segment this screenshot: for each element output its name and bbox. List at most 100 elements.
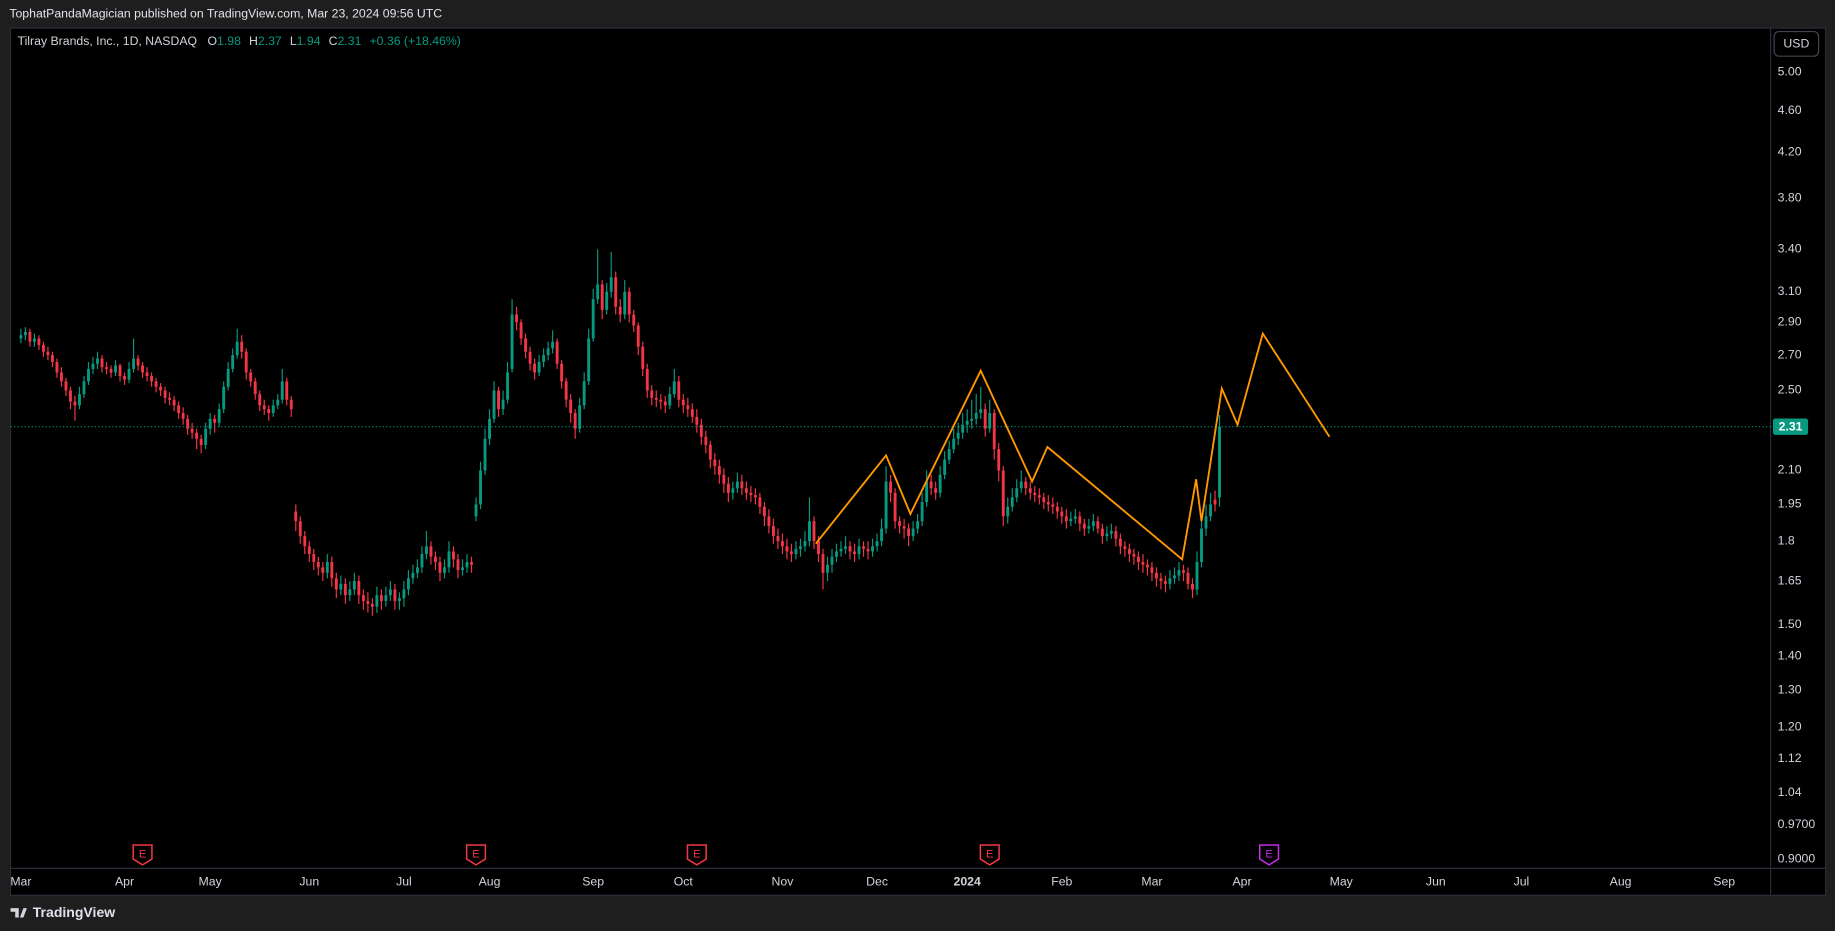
candle-body bbox=[190, 428, 194, 433]
candle-body bbox=[415, 567, 419, 573]
candle-body bbox=[979, 409, 983, 414]
candle-body bbox=[456, 559, 460, 571]
candle-body bbox=[591, 299, 595, 339]
candle-body bbox=[244, 351, 248, 373]
candle-body bbox=[1037, 495, 1041, 498]
candle-body bbox=[123, 376, 126, 380]
currency[interactable]: USD bbox=[1783, 37, 1809, 51]
candle-body bbox=[186, 418, 190, 429]
change: +0.36 (+18.46%) bbox=[369, 34, 460, 48]
y-tick-label: 2.10 bbox=[1778, 463, 1802, 477]
candle-body bbox=[1145, 564, 1149, 568]
x-tick-label: Aug bbox=[1610, 875, 1632, 889]
candle-body bbox=[28, 331, 32, 342]
candle-body bbox=[1191, 583, 1194, 590]
candle-body bbox=[375, 595, 379, 607]
candle-body bbox=[330, 562, 334, 579]
x-tick-label: Jun bbox=[1426, 875, 1446, 889]
candle-body bbox=[659, 399, 663, 402]
candle-body bbox=[902, 526, 906, 529]
candle-body bbox=[605, 291, 609, 310]
candle-body bbox=[280, 381, 284, 400]
y-tick-label: 1.8 bbox=[1778, 533, 1795, 547]
candle-body bbox=[1141, 562, 1145, 565]
candle-body bbox=[790, 551, 793, 555]
candle-body bbox=[893, 492, 897, 522]
candle-body bbox=[749, 492, 753, 496]
candle-body bbox=[916, 521, 920, 529]
candle-body bbox=[19, 335, 23, 339]
candle-body bbox=[154, 381, 158, 387]
candle-body bbox=[258, 394, 262, 406]
candle-body bbox=[920, 502, 924, 522]
candle-body bbox=[168, 397, 172, 400]
candle-body bbox=[289, 399, 293, 410]
candle-body bbox=[609, 277, 613, 292]
candle-body bbox=[695, 416, 699, 425]
candle-body bbox=[925, 481, 929, 503]
candle-body bbox=[1006, 506, 1010, 517]
candle-body bbox=[1173, 575, 1176, 579]
candle-body bbox=[1055, 506, 1059, 512]
candle-body bbox=[1168, 578, 1172, 584]
candle-body bbox=[654, 397, 658, 400]
candle-body bbox=[830, 556, 834, 565]
candle-body bbox=[235, 341, 239, 356]
y-tick-label: 3.80 bbox=[1778, 191, 1802, 205]
candle-body bbox=[271, 405, 275, 414]
candle-body bbox=[1177, 570, 1181, 576]
candle-body bbox=[663, 401, 667, 406]
candle-body bbox=[1100, 528, 1104, 537]
candle-body bbox=[357, 581, 361, 596]
candle-body bbox=[952, 438, 956, 450]
candle-body bbox=[64, 381, 68, 391]
candle-body bbox=[569, 399, 573, 414]
candle-body bbox=[1069, 518, 1073, 522]
x-tick-label: Jul bbox=[396, 875, 412, 889]
x-tick-label: Sep bbox=[582, 875, 604, 889]
candle-body bbox=[249, 372, 253, 382]
candle-body bbox=[528, 351, 532, 364]
candle-body bbox=[573, 413, 577, 429]
candle-body bbox=[672, 381, 676, 395]
candle-body bbox=[208, 418, 212, 429]
candle-body bbox=[582, 381, 586, 406]
candle-body bbox=[109, 368, 113, 373]
candle-body bbox=[1015, 488, 1019, 498]
y-tick-label: 3.10 bbox=[1778, 284, 1802, 298]
candle-body bbox=[537, 361, 541, 373]
candle-body bbox=[145, 372, 149, 377]
brand: TradingView bbox=[33, 904, 115, 920]
candle-body bbox=[970, 418, 974, 421]
candle-body bbox=[366, 600, 370, 604]
candle-body bbox=[506, 372, 510, 400]
candle-body bbox=[785, 546, 789, 552]
candle-body bbox=[898, 521, 902, 527]
y-tick-label: 0.9700 bbox=[1778, 817, 1816, 831]
candle-body bbox=[614, 277, 618, 307]
earnings-marker bbox=[465, 844, 487, 866]
candle-body bbox=[726, 483, 730, 493]
candle-body bbox=[1109, 531, 1113, 534]
candle-body bbox=[771, 526, 775, 537]
candle-body bbox=[880, 528, 884, 542]
candle-body bbox=[150, 376, 154, 382]
candle-body bbox=[96, 358, 99, 364]
candle-body bbox=[1091, 521, 1095, 527]
candle-body bbox=[388, 589, 392, 596]
symbol-title: Tilray Brands, Inc., 1D, NASDAQ bbox=[18, 34, 197, 48]
earnings-label: E bbox=[1265, 848, 1272, 860]
x-tick-label: Apr bbox=[115, 875, 134, 889]
earnings-marker bbox=[686, 844, 707, 866]
candle-body bbox=[1123, 546, 1127, 549]
candle-body bbox=[722, 474, 726, 484]
candle-body bbox=[105, 367, 108, 369]
currency-box[interactable] bbox=[1773, 31, 1820, 57]
candle-body bbox=[1001, 470, 1005, 517]
candle-body bbox=[199, 438, 203, 445]
candle-body bbox=[681, 399, 685, 406]
candle-body bbox=[32, 338, 36, 342]
candle-body bbox=[406, 578, 410, 590]
candle-body bbox=[55, 361, 59, 373]
candle-body bbox=[907, 528, 911, 537]
